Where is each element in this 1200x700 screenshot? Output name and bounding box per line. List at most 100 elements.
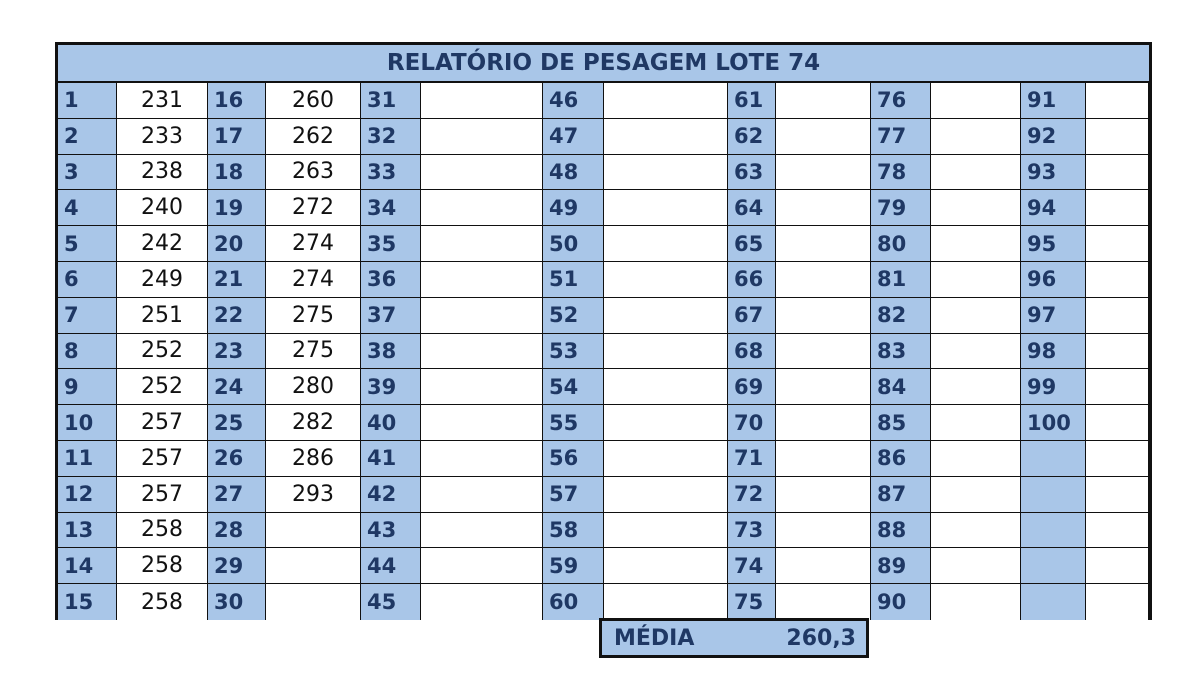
weight-value-cell (1086, 441, 1149, 476)
lot-index-cell: 11 (58, 441, 117, 476)
lot-index-cell: 32 (361, 118, 421, 154)
weight-value-cell: 257 (117, 476, 208, 512)
lot-index-cell: 17 (208, 118, 266, 154)
average-label: MÉDIA (614, 625, 695, 651)
weight-value-cell (776, 118, 871, 154)
weight-value-cell (931, 512, 1021, 548)
lot-index-cell: 35 (361, 226, 421, 261)
lot-index-cell: 62 (728, 118, 776, 154)
lot-index-cell (1021, 512, 1086, 548)
weight-value-cell (1086, 548, 1149, 584)
weight-value-cell (421, 333, 543, 369)
weight-value-cell: 282 (266, 405, 361, 440)
weight-value-cell (266, 584, 361, 620)
weight-value-cell: 274 (266, 226, 361, 261)
weight-value-cell (421, 548, 543, 584)
lot-index-cell: 89 (871, 548, 931, 584)
weight-value-cell (421, 118, 543, 154)
lot-index-cell: 76 (871, 83, 931, 118)
lot-index-cell: 18 (208, 154, 266, 190)
lot-index-cell: 68 (728, 333, 776, 369)
weight-value-cell (604, 190, 728, 226)
weight-value-cell (776, 154, 871, 190)
lot-index-cell: 53 (543, 333, 604, 369)
weight-value-cell: 242 (117, 226, 208, 261)
lot-index-cell: 6 (58, 262, 117, 297)
lot-index-cell: 23 (208, 333, 266, 369)
weight-value-cell (931, 369, 1021, 405)
lot-index-cell: 36 (361, 262, 421, 297)
lot-index-cell: 27 (208, 476, 266, 512)
weight-value-cell (604, 297, 728, 333)
weight-value-cell (1086, 226, 1149, 261)
lot-index-cell (1021, 548, 1086, 584)
average-value: 260,3 (786, 625, 856, 651)
lot-index-cell: 52 (543, 297, 604, 333)
weight-value-cell: 263 (266, 154, 361, 190)
lot-index-cell: 8 (58, 333, 117, 369)
lot-index-cell: 96 (1021, 262, 1086, 297)
weight-value-cell (931, 118, 1021, 154)
weight-value-cell: 257 (117, 405, 208, 440)
weight-value-cell (931, 476, 1021, 512)
lot-index-cell: 51 (543, 262, 604, 297)
lot-index-cell: 55 (543, 405, 604, 440)
lot-index-cell: 91 (1021, 83, 1086, 118)
lot-index-cell: 41 (361, 441, 421, 476)
lot-index-cell: 90 (871, 584, 931, 620)
lot-index-cell: 25 (208, 405, 266, 440)
table-row: 12 257 27 293 42 57 72 87 (58, 476, 1149, 513)
weight-value-cell: 240 (117, 190, 208, 226)
weight-value-cell (931, 297, 1021, 333)
weight-value-cell (1086, 405, 1149, 440)
table-row: 14 258 29 44 59 74 89 (58, 548, 1149, 585)
weight-value-cell (776, 512, 871, 548)
table-row: 13 258 28 43 58 73 88 (58, 512, 1149, 549)
weight-value-cell (266, 512, 361, 548)
lot-index-cell: 57 (543, 476, 604, 512)
weight-value-cell (776, 548, 871, 584)
lot-index-cell (1021, 441, 1086, 476)
weight-value-cell (421, 405, 543, 440)
lot-index-cell: 84 (871, 369, 931, 405)
weight-value-cell: 231 (117, 83, 208, 118)
lot-index-cell: 82 (871, 297, 931, 333)
lot-index-cell: 43 (361, 512, 421, 548)
weight-value-cell: 275 (266, 297, 361, 333)
lot-index-cell: 59 (543, 548, 604, 584)
lot-index-cell: 99 (1021, 369, 1086, 405)
lot-index-cell: 80 (871, 226, 931, 261)
lot-index-cell: 21 (208, 262, 266, 297)
weight-value-cell (604, 262, 728, 297)
lot-index-cell: 88 (871, 512, 931, 548)
weight-value-cell: 252 (117, 333, 208, 369)
weight-value-cell: 286 (266, 441, 361, 476)
table-row: 5 242 20 274 35 50 65 80 95 (58, 226, 1149, 262)
lot-index-cell: 49 (543, 190, 604, 226)
weight-value-cell: 251 (117, 297, 208, 333)
weight-value-cell (1086, 297, 1149, 333)
lot-index-cell: 4 (58, 190, 117, 226)
weight-value-cell (1086, 190, 1149, 226)
lot-index-cell: 3 (58, 154, 117, 190)
weight-value-cell (604, 154, 728, 190)
table-row: 11 257 26 286 41 56 71 86 (58, 441, 1149, 477)
lot-index-cell: 64 (728, 190, 776, 226)
lot-index-cell: 79 (871, 190, 931, 226)
lot-index-cell: 71 (728, 441, 776, 476)
lot-index-cell: 29 (208, 548, 266, 584)
lot-index-cell: 22 (208, 297, 266, 333)
weight-value-cell (421, 441, 543, 476)
lot-index-cell: 95 (1021, 226, 1086, 261)
weight-value-cell (421, 226, 543, 261)
lot-index-cell: 93 (1021, 154, 1086, 190)
weight-value-cell (421, 297, 543, 333)
report-title: RELATÓRIO DE PESAGEM LOTE 74 (58, 45, 1149, 83)
weight-value-cell (931, 548, 1021, 584)
weight-value-cell: 258 (117, 584, 208, 620)
lot-index-cell: 9 (58, 369, 117, 405)
weight-value-cell: 252 (117, 369, 208, 405)
weight-value-cell: 293 (266, 476, 361, 512)
weight-value-cell (604, 584, 728, 620)
lot-index-cell: 67 (728, 297, 776, 333)
